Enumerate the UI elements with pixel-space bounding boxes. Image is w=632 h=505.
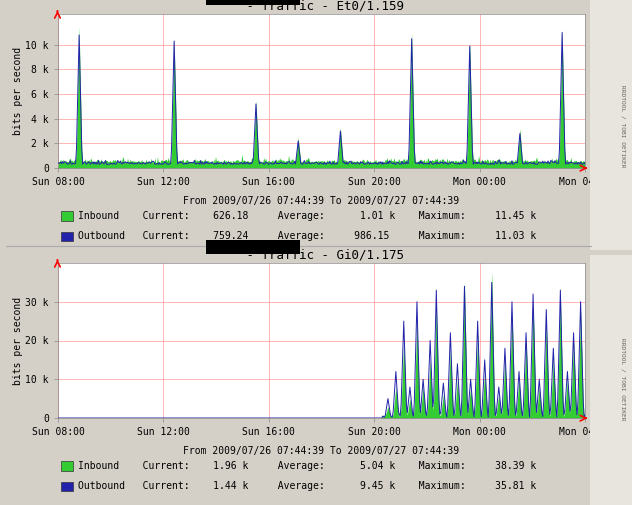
Y-axis label: bits per second: bits per second xyxy=(13,47,23,135)
Text: Outbound   Current:    1.44 k     Average:      9.45 k    Maximum:     35.81 k: Outbound Current: 1.44 k Average: 9.45 k… xyxy=(78,481,536,491)
Y-axis label: bits per second: bits per second xyxy=(13,296,23,385)
Text: From 2009/07/26 07:44:39 To 2009/07/27 07:44:39: From 2009/07/26 07:44:39 To 2009/07/27 0… xyxy=(183,446,459,456)
Text: RRDTOOL / TOBI OETIKER: RRDTOOL / TOBI OETIKER xyxy=(620,85,625,168)
Text: Inbound    Current:    626.18     Average:      1.01 k    Maximum:     11.45 k: Inbound Current: 626.18 Average: 1.01 k … xyxy=(78,211,536,221)
Text: Inbound    Current:    1.96 k     Average:      5.04 k    Maximum:     38.39 k: Inbound Current: 1.96 k Average: 5.04 k … xyxy=(78,461,536,471)
Title:  - Traffic - Et0/1.159: - Traffic - Et0/1.159 xyxy=(239,0,404,13)
Text: RRDTOOL / TOBI OETIKER: RRDTOOL / TOBI OETIKER xyxy=(620,337,625,420)
Text: Outbound   Current:    759.24     Average:     986.15     Maximum:     11.03 k: Outbound Current: 759.24 Average: 986.15… xyxy=(78,231,536,241)
Text: From 2009/07/26 07:44:39 To 2009/07/27 07:44:39: From 2009/07/26 07:44:39 To 2009/07/27 0… xyxy=(183,196,459,206)
Title:  - Traffic - Gi0/1.175: - Traffic - Gi0/1.175 xyxy=(239,249,404,262)
